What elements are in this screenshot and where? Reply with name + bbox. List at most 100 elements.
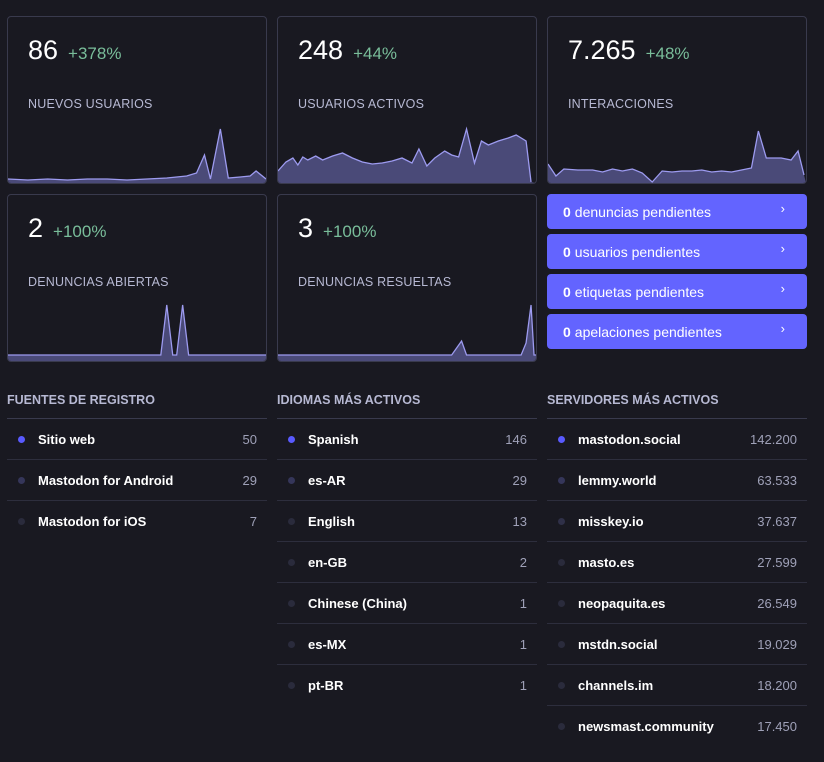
- item-value: 29: [512, 472, 527, 488]
- bullet-icon: [288, 435, 295, 443]
- bullet-icon: [558, 640, 565, 648]
- bullet-icon: [288, 640, 295, 648]
- pending-reports-button[interactable]: 0 denuncias pendientes ›: [547, 194, 807, 229]
- item-value: 1: [519, 595, 527, 611]
- list-item: Spanish 146: [277, 419, 537, 460]
- sparkline-resolved-reports: [278, 304, 536, 361]
- pending-count: 0: [563, 323, 571, 340]
- section-title: IDIOMAS MÁS ACTIVOS: [277, 383, 537, 419]
- metric-label: USUARIOS ACTIVOS: [298, 97, 425, 111]
- chevron-right-icon: ›: [780, 241, 785, 256]
- list-item: mastodon.social 142.200: [547, 419, 807, 460]
- list-item: es-AR 29: [277, 460, 537, 501]
- list-item: es-MX 1: [277, 624, 537, 665]
- item-value: 7: [249, 514, 257, 529]
- bullet-icon: [558, 476, 565, 484]
- bullet-icon: [558, 558, 565, 566]
- sparkline-active-users: [278, 126, 536, 183]
- metric-label: INTERACCIONES: [568, 97, 674, 111]
- metric-change: +48%: [645, 44, 690, 63]
- item-name: mastodon.social: [578, 431, 681, 447]
- list-item: neopaquita.es 26.549: [547, 583, 807, 624]
- servers-list: mastodon.social 142.200 lemmy.world 63.5…: [547, 419, 807, 747]
- item-name: misskey.io: [578, 513, 644, 529]
- metric-value: 248: [298, 35, 344, 65]
- section-title: FUENTES DE REGISTRO: [7, 383, 267, 419]
- item-name: Chinese (China): [308, 595, 407, 611]
- item-name: Mastodon for Android: [38, 472, 174, 488]
- bullet-icon: [558, 723, 565, 730]
- pending-label: denuncias pendientes: [574, 203, 712, 220]
- metric-value: 2: [28, 213, 44, 243]
- item-name: channels.im: [578, 677, 654, 693]
- section-title: SERVIDORES MÁS ACTIVOS: [547, 383, 807, 419]
- metric-label: DENUNCIAS ABIERTAS: [28, 275, 169, 289]
- chevron-right-icon: ›: [780, 201, 785, 216]
- item-value: 13: [512, 513, 527, 529]
- languages-list: Spanish 146 es-AR 29 English 13 en-GB 2 …: [277, 419, 537, 706]
- metric-label: NUEVOS USUARIOS: [28, 97, 153, 111]
- item-name: en-GB: [308, 554, 347, 570]
- pending-users-button[interactable]: 0 usuarios pendientes ›: [547, 234, 807, 269]
- bullet-icon: [288, 558, 295, 566]
- metric-card-open-reports: 2 +100% DENUNCIAS ABIERTAS: [7, 194, 267, 362]
- item-value: 142.200: [750, 431, 797, 447]
- metric-card-resolved-reports: 3 +100% DENUNCIAS RESUELTAS: [277, 194, 537, 362]
- item-value: 1: [519, 678, 527, 693]
- bullet-icon: [18, 518, 25, 525]
- bullet-icon: [558, 517, 565, 525]
- bullet-icon: [18, 435, 25, 443]
- item-value: 37.637: [757, 513, 797, 529]
- metric-change: +44%: [353, 44, 398, 63]
- item-name: es-AR: [308, 472, 346, 488]
- list-item: en-GB 2: [277, 542, 537, 583]
- pending-label: etiquetas pendientes: [574, 283, 705, 300]
- bullet-icon: [558, 435, 565, 443]
- bullet-icon: [18, 476, 25, 484]
- metric-value: 86: [28, 35, 59, 65]
- item-value: 1: [519, 636, 527, 652]
- metric-label: DENUNCIAS RESUELTAS: [298, 275, 452, 289]
- list-item: Chinese (China) 1: [277, 583, 537, 624]
- item-value: 27.599: [757, 554, 797, 570]
- item-value: 50: [242, 431, 257, 447]
- item-name: pt-BR: [308, 678, 344, 693]
- sparkline-open-reports: [8, 304, 266, 361]
- pending-label: usuarios pendientes: [574, 243, 701, 260]
- item-value: 19.029: [757, 636, 797, 652]
- item-value: 17.450: [757, 719, 797, 734]
- bullet-icon: [288, 517, 295, 525]
- bullet-icon: [288, 599, 295, 607]
- pending-tags-button[interactable]: 0 etiquetas pendientes ›: [547, 274, 807, 309]
- item-value: 18.200: [757, 677, 797, 693]
- metric-value: 3: [298, 213, 314, 243]
- pending-label: apelaciones pendientes: [574, 323, 722, 340]
- item-name: Spanish: [308, 431, 359, 447]
- item-name: masto.es: [578, 554, 635, 570]
- metric-change: +100%: [53, 222, 107, 241]
- chevron-right-icon: ›: [780, 321, 785, 336]
- list-item: masto.es 27.599: [547, 542, 807, 583]
- bullet-icon: [288, 682, 295, 689]
- list-item: English 13: [277, 501, 537, 542]
- list-item: mstdn.social 19.029: [547, 624, 807, 665]
- item-value: 63.533: [757, 472, 797, 488]
- item-value: 2: [519, 554, 527, 570]
- item-name: newsmast.community: [578, 719, 714, 734]
- list-item: pt-BR 1: [277, 665, 537, 706]
- list-item: channels.im 18.200: [547, 665, 807, 706]
- servers-section: SERVIDORES MÁS ACTIVOS mastodon.social 1…: [547, 383, 807, 747]
- metric-value: 7.265: [568, 35, 636, 65]
- item-name: neopaquita.es: [578, 595, 666, 611]
- sources-list: Sitio web 50 Mastodon for Android 29 Mas…: [7, 419, 267, 542]
- sparkline-interactions: [548, 130, 806, 183]
- pending-count: 0: [563, 203, 571, 220]
- sources-section: FUENTES DE REGISTRO Sitio web 50 Mastodo…: [7, 383, 267, 542]
- item-name: Sitio web: [38, 431, 96, 447]
- sparkline-new-users: [8, 128, 266, 183]
- bullet-icon: [558, 681, 565, 689]
- item-name: mstdn.social: [578, 636, 658, 652]
- item-value: 26.549: [757, 595, 797, 611]
- pending-appeals-button[interactable]: 0 apelaciones pendientes ›: [547, 314, 807, 349]
- metric-card-interactions: 7.265 +48% INTERACCIONES: [547, 16, 807, 184]
